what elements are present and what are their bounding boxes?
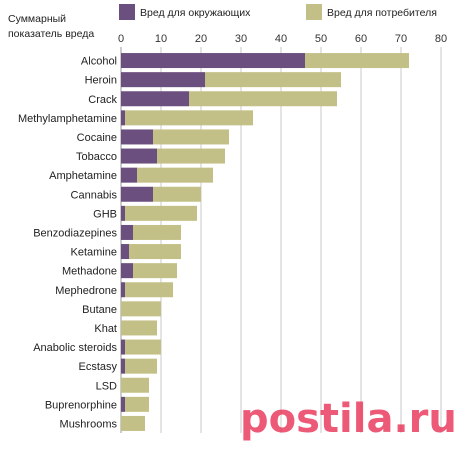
category-label: Alcohol bbox=[81, 56, 117, 68]
bar-users-methadone bbox=[133, 263, 177, 279]
category-label: Khat bbox=[94, 323, 117, 335]
category-label: Crack bbox=[88, 94, 117, 106]
category-label: LSD bbox=[96, 380, 117, 392]
bar-users-khat bbox=[121, 320, 157, 336]
y-axis-title-line-2: показатель вреда bbox=[8, 28, 94, 40]
category-label: Mushrooms bbox=[60, 418, 118, 430]
bar-users-buprenorphine bbox=[125, 396, 149, 412]
category-label: Ecstasy bbox=[78, 361, 117, 373]
x-tick-label: 70 bbox=[395, 33, 407, 45]
bar-others-tobacco bbox=[121, 148, 157, 164]
category-label: Heroin bbox=[85, 75, 117, 87]
category-label: Butane bbox=[82, 304, 117, 316]
x-tick-label: 80 bbox=[435, 33, 447, 45]
legend-label-users: Вред для потребителя bbox=[327, 7, 437, 19]
x-axis-ticks: 0 10 20 30 40 50 60 70 80 bbox=[118, 33, 447, 45]
bar-users-crack bbox=[189, 91, 337, 107]
bar-others-crack bbox=[121, 91, 189, 107]
category-labels: Alcohol Heroin Crack Methylamphetamine Cocai… bbox=[18, 56, 118, 431]
bar-users-ecstasy bbox=[125, 358, 157, 374]
bar-others-mephedrone bbox=[121, 282, 125, 298]
category-label: Mephedrone bbox=[55, 285, 117, 297]
x-tick-label: 10 bbox=[155, 33, 167, 45]
y-axis-title: Суммарный показатель вреда bbox=[8, 13, 94, 40]
category-label: Benzodiazepines bbox=[33, 227, 117, 239]
bar-others-buprenorphine bbox=[121, 396, 125, 412]
bar-others-methylamphetamine bbox=[121, 110, 125, 126]
bar-others-anabolic-steroids bbox=[121, 339, 125, 355]
bar-users-alcohol bbox=[305, 53, 409, 69]
y-axis-title-line-1: Суммарный bbox=[8, 13, 66, 25]
x-tick-label: 20 bbox=[195, 33, 207, 45]
bar-users-heroin bbox=[205, 72, 341, 88]
bar-others-ghb bbox=[121, 205, 125, 221]
bar-users-ghb bbox=[125, 205, 197, 221]
x-tick-label: 60 bbox=[355, 33, 367, 45]
legend-swatch-others bbox=[119, 4, 135, 20]
category-label: Methylamphetamine bbox=[18, 113, 117, 125]
legend-label-others: Вред для окружающих bbox=[140, 7, 251, 19]
bar-users-lsd bbox=[121, 377, 149, 393]
category-label: Cocaine bbox=[77, 132, 117, 144]
x-tick-label: 0 bbox=[118, 33, 124, 45]
bar-users-ketamine bbox=[129, 244, 181, 260]
bar-others-cannabis bbox=[121, 186, 153, 202]
legend: Вред для окружающих Вред для потребителя bbox=[119, 4, 437, 20]
bar-users-amphetamine bbox=[137, 167, 213, 183]
bar-users-benzodiazepines bbox=[133, 224, 181, 240]
bars bbox=[121, 53, 409, 431]
x-tick-label: 30 bbox=[235, 33, 247, 45]
bar-others-cocaine bbox=[121, 129, 153, 145]
category-label: Buprenorphine bbox=[45, 399, 117, 411]
bar-users-butane bbox=[121, 301, 161, 317]
bar-others-heroin bbox=[121, 72, 205, 88]
bar-users-methylamphetamine bbox=[125, 110, 253, 126]
bar-others-methadone bbox=[121, 263, 133, 279]
bar-users-mephedrone bbox=[125, 282, 173, 298]
category-label: Amphetamine bbox=[49, 170, 117, 182]
category-label: Ketamine bbox=[71, 247, 117, 259]
category-label: Anabolic steroids bbox=[33, 342, 117, 354]
bar-users-cocaine bbox=[153, 129, 229, 145]
bar-others-ketamine bbox=[121, 244, 129, 260]
bar-users-anabolic-steroids bbox=[125, 339, 161, 355]
bar-others-ecstasy bbox=[121, 358, 125, 374]
category-label: Cannabis bbox=[71, 189, 118, 201]
bar-others-benzodiazepines bbox=[121, 224, 133, 240]
legend-swatch-users bbox=[306, 4, 322, 20]
watermark: postila.ru bbox=[240, 396, 457, 442]
bar-users-tobacco bbox=[157, 148, 225, 164]
x-tick-label: 40 bbox=[275, 33, 287, 45]
bar-users-cannabis bbox=[153, 186, 201, 202]
bar-others-amphetamine bbox=[121, 167, 137, 183]
bar-others-alcohol bbox=[121, 53, 305, 69]
category-label: Tobacco bbox=[76, 151, 117, 163]
category-label: Methadone bbox=[62, 266, 117, 278]
category-label: GHB bbox=[93, 208, 117, 220]
x-tick-label: 50 bbox=[315, 33, 327, 45]
bar-users-mushrooms bbox=[121, 415, 145, 431]
